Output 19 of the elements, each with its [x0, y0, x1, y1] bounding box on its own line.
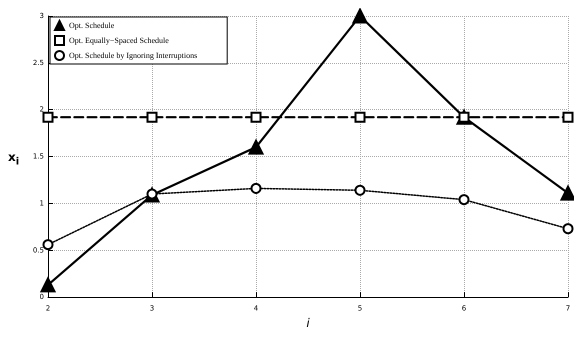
point [458, 194, 470, 206]
point [352, 8, 368, 24]
point [560, 186, 574, 201]
point [42, 239, 54, 250]
point [248, 140, 264, 155]
point [354, 112, 366, 123]
point [40, 277, 56, 292]
legend-label: Opt. Schedule by Ignoring Interruptions [69, 51, 198, 60]
point [42, 112, 54, 123]
y-axis-title: x$_{i}$ [8, 150, 20, 168]
legend-label: Opt. Equally−Spaced Schedule [69, 36, 170, 45]
point [562, 223, 574, 234]
point [354, 184, 366, 196]
legend-label: Opt. Schedule [69, 21, 115, 30]
point [250, 182, 262, 194]
point [146, 112, 158, 123]
point [562, 112, 574, 123]
point [250, 112, 262, 123]
x-axis-title: i [306, 316, 310, 330]
